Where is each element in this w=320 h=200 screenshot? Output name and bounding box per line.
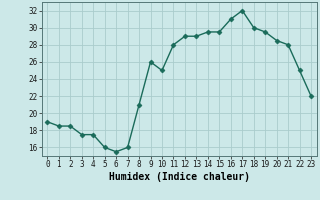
X-axis label: Humidex (Indice chaleur): Humidex (Indice chaleur): [109, 172, 250, 182]
